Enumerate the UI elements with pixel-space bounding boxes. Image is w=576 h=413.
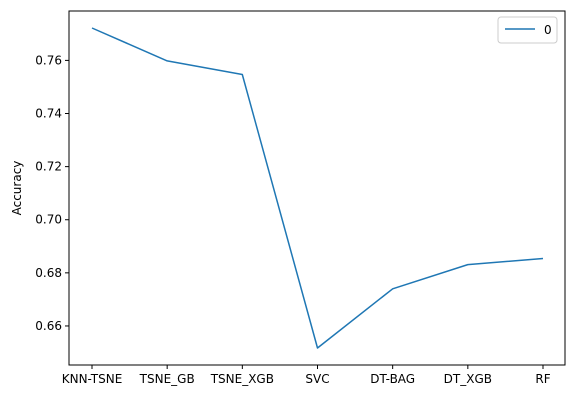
x-tick-label: TSNE_GB: [139, 372, 195, 386]
y-tick-label: 0.76: [35, 53, 62, 67]
plot-area-frame: [68, 10, 566, 366]
y-tick-label: 0.74: [35, 107, 62, 121]
x-tick-label: RF: [535, 372, 550, 386]
y-tick-label: 0.72: [35, 160, 62, 174]
x-tick-label: TSNE_XGB: [210, 372, 274, 386]
series-line-0: [91, 27, 544, 349]
x-tick-label: KNN-TSNE: [62, 372, 123, 386]
legend: 0: [497, 16, 558, 44]
y-axis-label: Accuracy: [10, 161, 24, 216]
y-tick-label: 0.66: [35, 319, 62, 333]
y-tick-label: 0.68: [35, 266, 62, 280]
y-axis: 0.66 0.68 0.70 0.72 0.74 0.76: [35, 53, 69, 333]
y-tick-label: 0.70: [35, 213, 62, 227]
x-tick-label: DT-BAG: [370, 372, 415, 386]
legend-label-series-0: 0: [544, 23, 552, 37]
series-layer: [91, 27, 544, 349]
x-tick-label: SVC: [305, 372, 329, 386]
legend-box: [497, 16, 558, 44]
x-tick-label: DT_XGB: [444, 372, 492, 386]
x-axis: KNN-TSNE TSNE_GB TSNE_XGB SVC DT-BAG DT_XGB RF: [62, 365, 551, 386]
